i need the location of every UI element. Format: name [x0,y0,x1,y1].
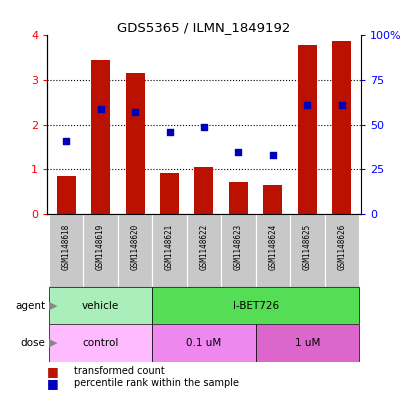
Point [269,152,276,158]
Text: ▶: ▶ [49,338,58,348]
Bar [91,60,110,214]
Bar [255,324,358,362]
Bar [186,214,221,287]
Text: GSM1148618: GSM1148618 [61,224,70,270]
Bar [228,182,247,214]
Title: GDS5365 / ILMN_1849192: GDS5365 / ILMN_1849192 [117,21,290,34]
Text: GSM1148624: GSM1148624 [268,224,277,270]
Bar [255,214,290,287]
Text: control: control [82,338,119,348]
Point [97,106,103,112]
Text: ■: ■ [47,365,59,378]
Bar [263,185,282,214]
Bar [49,214,83,287]
Text: transformed count: transformed count [74,366,164,376]
Bar [56,176,75,214]
Text: GSM1148619: GSM1148619 [96,224,105,270]
Point [131,109,138,116]
Text: 0.1 uM: 0.1 uM [186,338,221,348]
Point [63,138,69,144]
Text: GSM1148621: GSM1148621 [164,224,173,270]
Text: dose: dose [20,338,45,348]
Point [166,129,172,135]
Text: GSM1148626: GSM1148626 [337,224,346,270]
Bar [49,324,152,362]
Bar [152,287,358,324]
Text: 1 uM: 1 uM [294,338,319,348]
Bar [152,214,186,287]
Bar [49,287,152,324]
Text: GSM1148623: GSM1148623 [234,224,243,270]
Text: GSM1148620: GSM1148620 [130,224,139,270]
Point [235,149,241,155]
Bar [194,167,213,214]
Bar [324,214,358,287]
Text: ■: ■ [47,376,59,390]
Text: GSM1148622: GSM1148622 [199,224,208,270]
Text: percentile rank within the sample: percentile rank within the sample [74,378,238,388]
Text: vehicle: vehicle [82,301,119,310]
Bar [290,214,324,287]
Bar [152,324,255,362]
Point [303,102,310,108]
Bar [125,73,144,214]
Bar [83,214,117,287]
Text: agent: agent [15,301,45,310]
Bar [117,214,152,287]
Bar [221,214,255,287]
Bar [297,45,316,214]
Text: I-BET726: I-BET726 [232,301,278,310]
Point [200,123,207,130]
Text: GSM1148625: GSM1148625 [302,224,311,270]
Text: ▶: ▶ [49,301,58,310]
Bar [332,41,351,214]
Bar [160,173,179,214]
Point [338,102,344,108]
